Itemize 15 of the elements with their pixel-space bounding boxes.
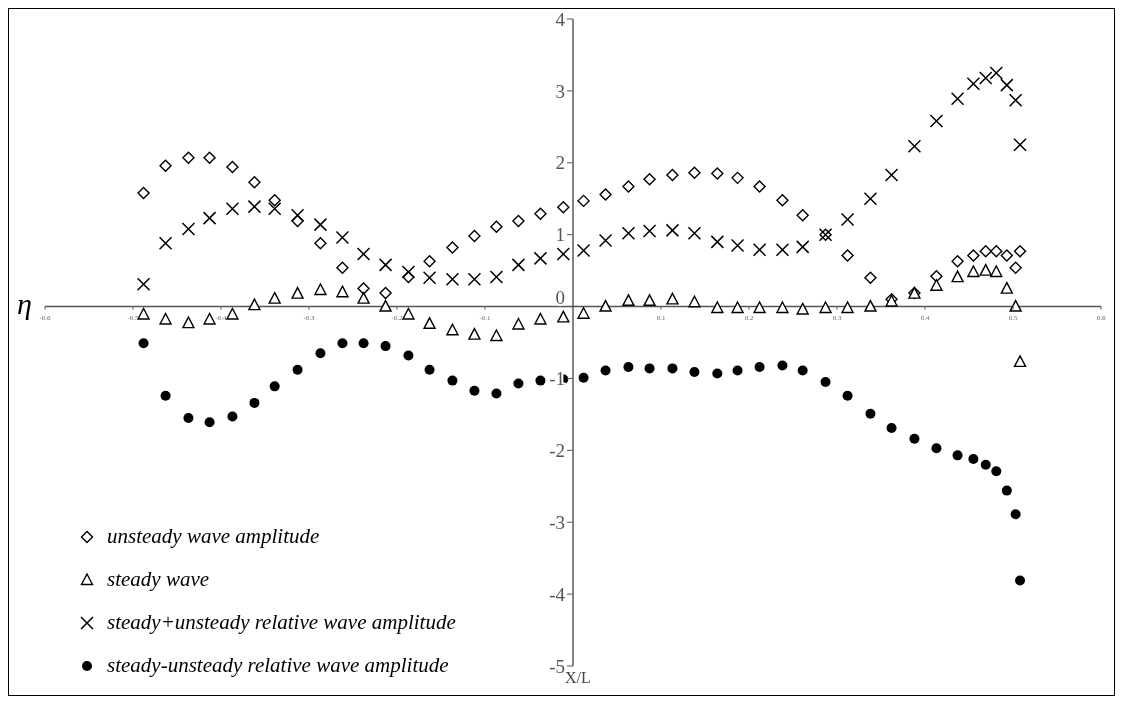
x-axis-title: X/L: [565, 669, 591, 687]
y-tick-label: -3: [549, 511, 565, 533]
y-tick-label: -2: [549, 439, 565, 461]
y-tick-label: 3: [555, 80, 565, 102]
legend-label: steady+unsteady relative wave amplitude: [107, 610, 456, 635]
y-tick-label: 4: [555, 8, 566, 30]
legend-label: steady-unsteady relative wave amplitude: [107, 653, 449, 678]
y-axis-title: η: [17, 286, 32, 321]
y-tick-label: -5: [549, 655, 565, 677]
legend-label: unsteady wave amplitude: [107, 524, 320, 549]
y-tick-label: 1: [555, 224, 565, 246]
legend-label: steady wave: [107, 567, 210, 592]
y-tick-label: -4: [549, 583, 566, 605]
y-tick-label: 2: [555, 152, 565, 174]
y-tick-label: 0: [555, 287, 565, 309]
